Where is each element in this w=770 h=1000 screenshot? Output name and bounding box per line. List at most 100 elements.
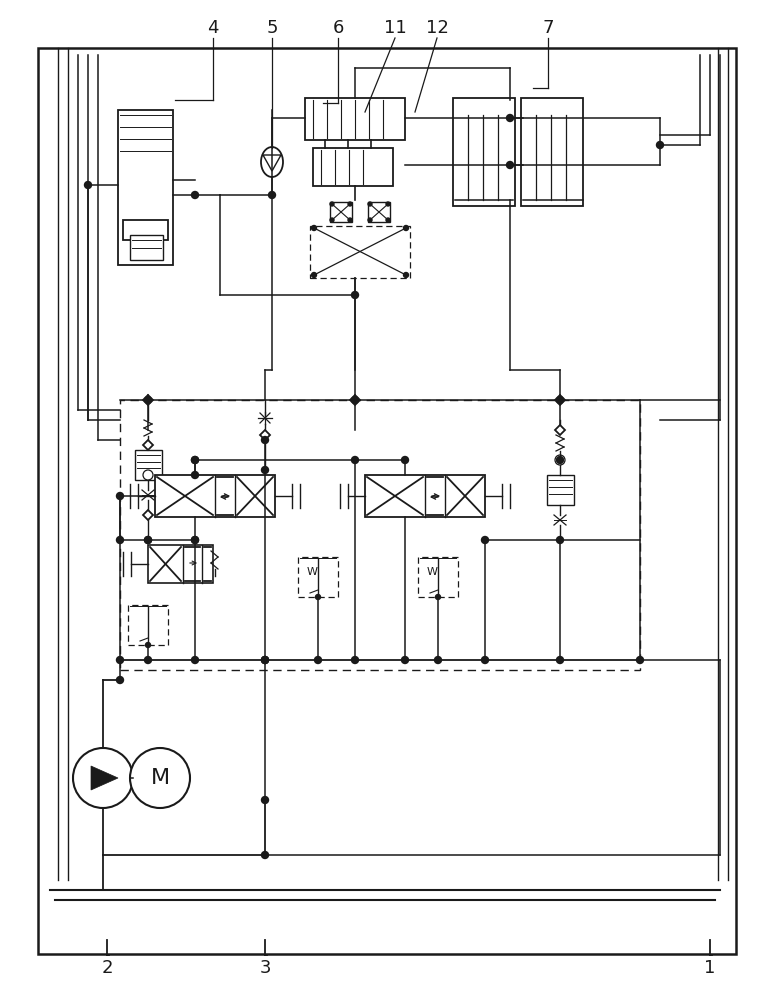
Circle shape [192,536,199,544]
Bar [455,100,513,115]
Circle shape [507,114,514,121]
Circle shape [351,456,359,464]
Circle shape [481,656,488,664]
Circle shape [73,748,133,808]
Circle shape [143,470,153,480]
Bar [523,100,581,115]
Circle shape [557,656,564,664]
Circle shape [316,594,320,599]
Bar [523,100,581,200]
Circle shape [351,656,359,664]
Circle shape [85,182,92,188]
Circle shape [401,656,409,664]
Bar [310,226,410,278]
Circle shape [557,536,564,544]
Text: 5: 5 [266,19,278,37]
Text: W: W [306,567,317,577]
Circle shape [403,272,409,277]
Circle shape [436,594,440,599]
Circle shape [192,192,199,198]
Bar [128,605,168,645]
Circle shape [262,436,269,444]
Circle shape [312,272,316,277]
Circle shape [146,643,150,648]
Polygon shape [555,395,565,405]
Circle shape [348,202,352,206]
Circle shape [262,656,269,664]
Circle shape [434,656,441,664]
Bar [313,148,393,186]
Bar [547,475,574,505]
Bar [305,98,405,140]
Circle shape [637,656,644,664]
Circle shape [368,202,372,206]
Polygon shape [555,425,565,435]
Circle shape [312,226,316,231]
Circle shape [262,852,269,858]
Circle shape [116,536,123,544]
Circle shape [557,456,564,464]
Circle shape [386,202,390,206]
Circle shape [368,218,372,222]
Bar [368,202,390,222]
Circle shape [481,536,488,544]
Bar [298,557,338,597]
Circle shape [145,536,152,544]
Polygon shape [350,395,360,405]
Circle shape [192,536,199,544]
Text: 6: 6 [333,19,343,37]
Bar [521,98,583,206]
Bar [118,110,173,265]
Polygon shape [260,430,270,440]
Circle shape [262,656,269,664]
Bar [453,98,515,206]
Circle shape [403,226,409,231]
Circle shape [507,161,514,168]
Circle shape [348,218,352,222]
Bar [455,100,513,200]
Circle shape [557,396,564,403]
Text: 4: 4 [207,19,219,37]
Circle shape [269,192,276,198]
Bar [148,545,213,583]
Bar [135,450,162,480]
Circle shape [386,218,390,222]
Circle shape [657,141,664,148]
Bar [455,192,513,200]
Text: 2: 2 [101,959,112,977]
Circle shape [116,492,123,499]
Bar [418,557,458,597]
Circle shape [116,676,123,684]
Circle shape [192,456,199,464]
Bar [123,220,168,240]
Circle shape [192,472,199,479]
Circle shape [262,466,269,474]
Circle shape [330,202,334,206]
Bar [155,475,275,517]
Polygon shape [91,766,118,790]
Polygon shape [143,440,153,450]
Circle shape [192,456,199,464]
Bar [120,400,640,670]
Ellipse shape [261,147,283,177]
Polygon shape [143,510,153,520]
Circle shape [145,396,152,403]
Bar [523,192,581,200]
Circle shape [401,456,409,464]
Circle shape [351,396,359,403]
Bar [130,235,163,260]
Circle shape [330,218,334,222]
Bar [365,475,485,517]
Circle shape [116,656,123,664]
Text: M: M [150,768,169,788]
Circle shape [262,656,269,664]
Circle shape [555,455,565,465]
Text: 3: 3 [259,959,271,977]
Circle shape [314,656,322,664]
Circle shape [262,796,269,804]
Text: 1: 1 [705,959,715,977]
Circle shape [130,748,190,808]
Text: 12: 12 [426,19,448,37]
Bar [330,202,352,222]
Text: W: W [427,567,437,577]
